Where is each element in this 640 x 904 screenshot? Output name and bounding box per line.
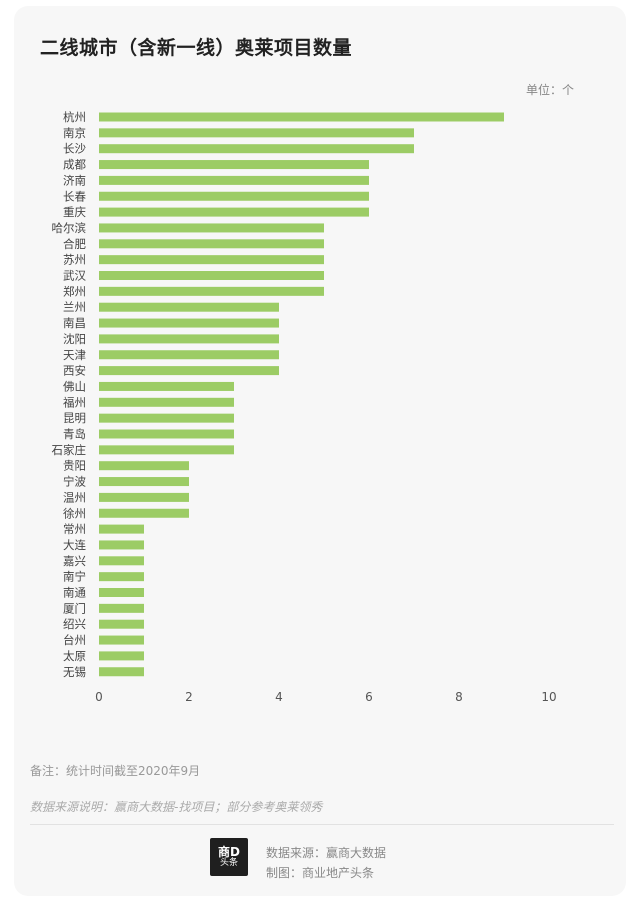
bar <box>99 350 279 360</box>
category-label: 南通 <box>63 586 86 600</box>
logo-text-top: 商D <box>218 844 240 859</box>
bar <box>99 524 144 534</box>
category-label: 武汉 <box>63 269 86 283</box>
category-label: 沈阳 <box>63 332 86 346</box>
unit-label: 单位：个 <box>526 83 575 97</box>
category-label: 南宁 <box>63 570 86 584</box>
category-label: 嘉兴 <box>63 554 86 568</box>
bar <box>99 429 234 439</box>
chart-title: 二线城市（含新一线）奥莱项目数量 <box>40 37 353 59</box>
x-tick-label: 2 <box>185 690 193 704</box>
data-source-credit: 数据来源：赢商大数据 <box>266 846 387 860</box>
category-label: 大连 <box>63 538 86 552</box>
bar <box>99 397 234 407</box>
category-label: 成都 <box>63 158 86 172</box>
category-label: 常州 <box>63 522 86 536</box>
bar <box>99 239 324 249</box>
bar <box>99 413 234 423</box>
category-label: 兰州 <box>63 300 86 314</box>
bar <box>99 128 414 138</box>
bar <box>99 207 369 217</box>
x-tick-label: 8 <box>455 690 463 704</box>
bar <box>99 508 189 518</box>
category-label: 郑州 <box>63 284 86 298</box>
category-label: 西安 <box>63 364 86 378</box>
category-label: 青岛 <box>63 427 86 441</box>
bar <box>99 286 324 296</box>
bar <box>99 112 504 122</box>
bar <box>99 461 189 471</box>
chart-maker-credit: 制图：商业地产头条 <box>266 866 375 880</box>
bar <box>99 603 144 613</box>
brand-logo: 商D 头条 <box>210 838 248 876</box>
category-label: 哈尔滨 <box>52 221 87 235</box>
category-label: 厦门 <box>63 601 86 615</box>
x-tick-label: 10 <box>541 690 556 704</box>
bar <box>99 556 144 566</box>
x-tick-label: 4 <box>275 690 283 704</box>
category-label: 台州 <box>63 633 86 647</box>
remark-note: 备注：统计时间截至2020年9月 <box>30 764 201 778</box>
bar <box>99 381 234 391</box>
bar <box>99 302 279 312</box>
bar <box>99 175 369 185</box>
bar <box>99 572 144 582</box>
bar <box>99 619 144 629</box>
category-label: 太原 <box>63 649 86 663</box>
category-label: 宁波 <box>63 475 86 489</box>
bar <box>99 255 324 265</box>
bar <box>99 223 324 233</box>
category-label: 济南 <box>63 173 86 187</box>
source-explanation-note: 数据来源说明：赢商大数据-找项目；部分参考奥莱领秀 <box>30 800 323 814</box>
footer-divider <box>30 824 614 825</box>
bar <box>99 635 144 645</box>
category-label: 合肥 <box>63 237 86 251</box>
x-tick-label: 0 <box>95 690 103 704</box>
category-label: 福州 <box>63 395 86 409</box>
bar <box>99 667 144 677</box>
bar <box>99 318 279 328</box>
bar <box>99 191 369 201</box>
category-label: 天津 <box>63 348 86 362</box>
logo-text-bottom: 头条 <box>219 857 238 868</box>
category-label: 重庆 <box>63 205 86 219</box>
category-label: 苏州 <box>63 253 86 267</box>
bar <box>99 540 144 550</box>
bar <box>99 160 369 170</box>
bar <box>99 588 144 597</box>
category-label: 昆明 <box>63 411 86 425</box>
bar <box>99 366 279 376</box>
category-label: 贵阳 <box>63 459 86 473</box>
category-label: 徐州 <box>63 506 86 520</box>
bar <box>99 651 144 661</box>
bar <box>99 271 324 280</box>
category-label: 杭州 <box>63 110 86 124</box>
bar <box>99 144 414 154</box>
category-label: 石家庄 <box>52 443 87 457</box>
bar-chart: 杭州南京长沙成都济南长春重庆哈尔滨合肥苏州武汉郑州兰州南昌沈阳天津西安佛山福州昆… <box>52 110 557 704</box>
category-label: 佛山 <box>63 379 86 393</box>
category-label: 无锡 <box>63 665 86 679</box>
bar <box>99 334 279 344</box>
category-label: 南京 <box>63 126 86 140</box>
category-label: 南昌 <box>63 316 86 330</box>
bar <box>99 445 234 455</box>
category-label: 长春 <box>63 189 86 203</box>
category-label: 绍兴 <box>63 617 86 631</box>
category-label: 温州 <box>63 490 86 504</box>
bar <box>99 492 189 502</box>
x-tick-label: 6 <box>365 690 373 704</box>
bar <box>99 477 189 487</box>
category-label: 长沙 <box>63 142 86 156</box>
